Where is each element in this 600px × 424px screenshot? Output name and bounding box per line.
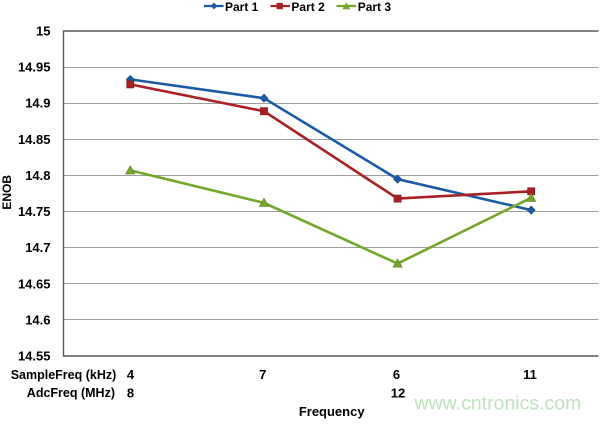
- svg-text:14.7: 14.7: [25, 240, 50, 255]
- svg-text:AdcFreq (MHz): AdcFreq (MHz): [27, 386, 115, 400]
- svg-text:4: 4: [127, 367, 135, 382]
- svg-text:6: 6: [393, 367, 400, 382]
- svg-text:14.65: 14.65: [18, 276, 51, 291]
- svg-text:www.cntronics.com: www.cntronics.com: [414, 393, 582, 415]
- svg-text:11: 11: [523, 367, 537, 382]
- svg-text:14.75: 14.75: [18, 204, 51, 219]
- svg-text:Part 1: Part 1: [225, 0, 259, 14]
- svg-text:14.8: 14.8: [25, 168, 50, 183]
- svg-text:14.95: 14.95: [18, 60, 51, 75]
- svg-text:15: 15: [36, 24, 50, 39]
- svg-text:12: 12: [391, 385, 405, 400]
- svg-text:Frequency: Frequency: [299, 404, 366, 419]
- svg-text:Part 2: Part 2: [291, 0, 325, 14]
- svg-text:ENOB: ENOB: [0, 175, 14, 210]
- svg-text:14.9: 14.9: [25, 96, 50, 111]
- svg-text:14.55: 14.55: [18, 349, 51, 364]
- svg-text:7: 7: [259, 367, 266, 382]
- svg-text:8: 8: [127, 385, 134, 400]
- svg-text:Part 3: Part 3: [358, 0, 392, 14]
- svg-text:14.6: 14.6: [25, 312, 50, 327]
- svg-text:SampleFreq (kHz): SampleFreq (kHz): [11, 368, 117, 382]
- svg-text:14.85: 14.85: [18, 132, 51, 147]
